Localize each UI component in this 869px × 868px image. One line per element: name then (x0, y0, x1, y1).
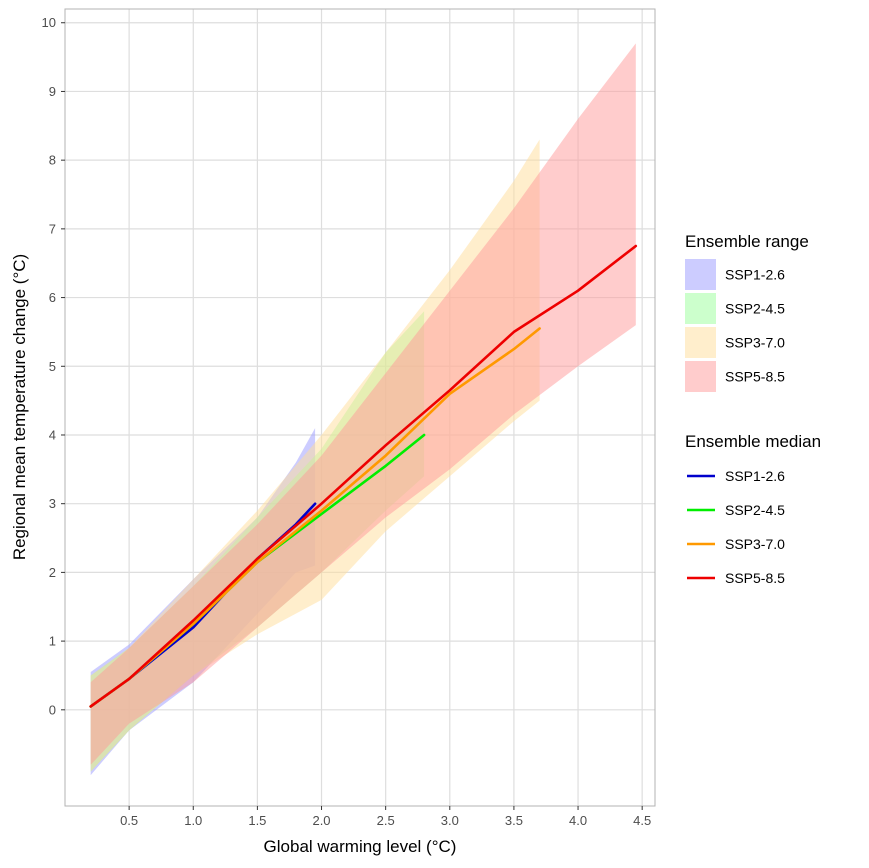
x-tick-label: 3.5 (505, 813, 523, 828)
y-axis-title: Regional mean temperature change (°C) (10, 254, 29, 560)
y-tick-label: 3 (49, 496, 56, 511)
y-tick-label: 2 (49, 565, 56, 580)
y-tick-label: 5 (49, 359, 56, 374)
y-tick-label: 8 (49, 153, 56, 168)
x-axis-title: Global warming level (°C) (264, 837, 457, 856)
legend-median-label-ssp1-2-6: SSP1-2.6 (725, 468, 785, 484)
y-tick-label: 0 (49, 702, 56, 717)
y-tick-label: 9 (49, 84, 56, 99)
y-tick-label: 4 (49, 427, 56, 442)
legend-range-swatch-ssp1-2-6 (685, 259, 716, 290)
x-tick-label: 0.5 (120, 813, 138, 828)
legend-range-label-ssp1-2-6: SSP1-2.6 (725, 267, 785, 283)
legend-range-swatch-ssp3-7-0 (685, 327, 716, 358)
legend-range-items: SSP1-2.6 SSP2-4.5 SSP3-7.0 SSP5-8.5 (685, 259, 785, 392)
y-tick-label: 6 (49, 290, 56, 305)
y-tick-label: 10 (42, 15, 56, 30)
legend-median-label-ssp5-8-5: SSP5-8.5 (725, 570, 785, 586)
x-tick-label: 4.5 (633, 813, 651, 828)
x-tick-label: 2.5 (377, 813, 395, 828)
legend-range-label-ssp5-8-5: SSP5-8.5 (725, 369, 785, 385)
x-tick-label: 1.5 (248, 813, 266, 828)
x-tick-label: 2.0 (312, 813, 330, 828)
x-tick-label: 3.0 (441, 813, 459, 828)
y-tick-label: 1 (49, 634, 56, 649)
legend-range-label-ssp3-7-0: SSP3-7.0 (725, 335, 785, 351)
legend-median-items: SSP1-2.6 SSP2-4.5 SSP3-7.0 SSP5-8.5 (687, 468, 785, 586)
legend-range-title: Ensemble range (685, 232, 809, 251)
legend-range-label-ssp2-4-5: SSP2-4.5 (725, 301, 785, 317)
legend-median-label-ssp3-7-0: SSP3-7.0 (725, 536, 785, 552)
x-tick-label: 1.0 (184, 813, 202, 828)
y-tick-label: 7 (49, 221, 56, 236)
temperature-chart: 0.5 1.0 1.5 2.0 2.5 3.0 3.5 4.0 4.5012345678910 … (0, 0, 869, 868)
legend-median-title: Ensemble median (685, 432, 821, 451)
legend: Ensemble range SSP1-2.6SSP2-4.5SSP3-7.0S… (685, 232, 821, 586)
x-tick-label: 4.0 (569, 813, 587, 828)
legend-range-swatch-ssp5-8-5 (685, 361, 716, 392)
legend-median-label-ssp2-4-5: SSP2-4.5 (725, 502, 785, 518)
legend-range-swatch-ssp2-4-5 (685, 293, 716, 324)
